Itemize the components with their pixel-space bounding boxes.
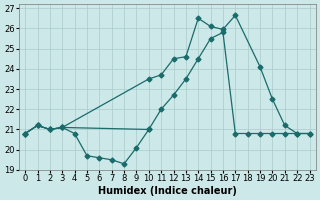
- X-axis label: Humidex (Indice chaleur): Humidex (Indice chaleur): [98, 186, 237, 196]
